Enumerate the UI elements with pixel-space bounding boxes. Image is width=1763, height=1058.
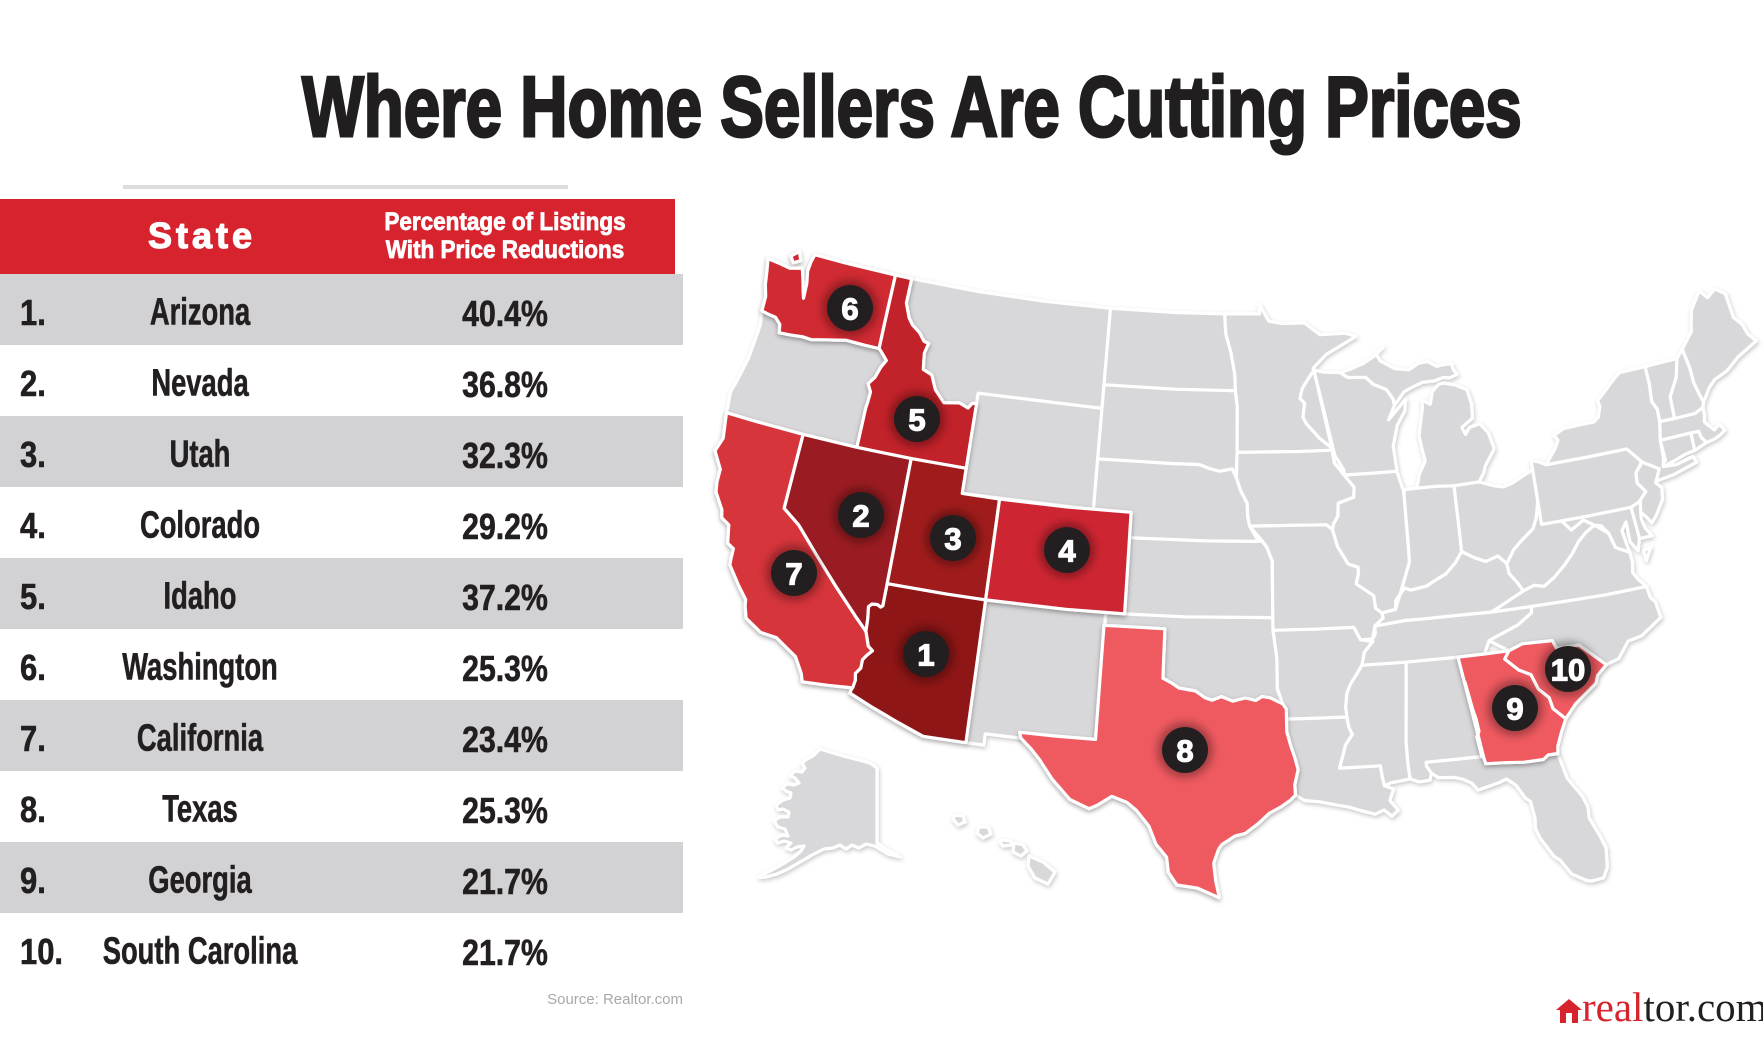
svg-text:5: 5 xyxy=(908,403,925,438)
svg-text:3: 3 xyxy=(944,522,961,557)
svg-text:9: 9 xyxy=(1506,692,1523,727)
svg-text:6: 6 xyxy=(841,292,858,327)
svg-text:2: 2 xyxy=(852,499,869,534)
svg-text:10: 10 xyxy=(1551,653,1585,688)
svg-text:4: 4 xyxy=(1058,534,1076,569)
svg-text:8: 8 xyxy=(1176,734,1193,769)
svg-text:1: 1 xyxy=(917,638,934,673)
svg-text:7: 7 xyxy=(785,557,802,592)
